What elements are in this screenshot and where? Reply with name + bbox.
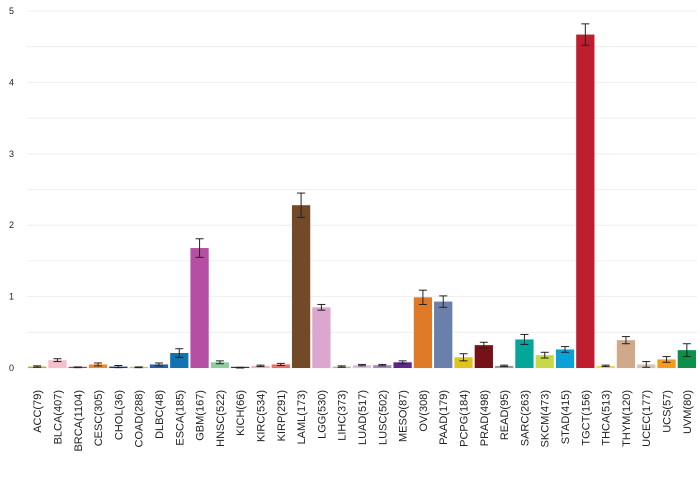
bar [352, 365, 372, 368]
x-tick-label: DLBC(48) [154, 390, 166, 439]
x-axis-ticks: ACC(79) BLCA(407) BRCA(1104) CESC(305) CHOL(… [32, 390, 694, 452]
y-tick-label: 4 [9, 77, 14, 87]
error-bar [53, 358, 62, 363]
x-tick-label: PAAD(179) [438, 390, 450, 445]
x-tick-label: CHOL(36) [113, 390, 125, 440]
bar [190, 248, 209, 368]
x-tick-label: BRCA(1104) [73, 390, 85, 452]
x-tick-label: UCEC(177) [641, 390, 653, 447]
bar [210, 362, 230, 368]
bar [271, 364, 290, 368]
x-tick-label: MESO(87) [398, 390, 410, 442]
x-tick-label: LGG(530) [316, 390, 328, 439]
error-bar [317, 303, 326, 311]
error-bar [479, 341, 488, 349]
bar [555, 349, 575, 368]
x-tick-label: HNSC(522) [215, 390, 227, 447]
bar [434, 301, 453, 368]
y-tick-label: 3 [9, 149, 14, 159]
error-bar [215, 360, 224, 365]
error-bar [398, 360, 407, 365]
x-tick-label: COAD(288) [134, 390, 146, 447]
bars [28, 34, 696, 368]
error-bars [33, 23, 691, 369]
error-bar [540, 351, 549, 359]
error-bar [154, 362, 163, 367]
error-bar [134, 366, 143, 369]
error-bar [195, 238, 204, 258]
bar [657, 359, 676, 368]
x-tick-label: THCA(513) [601, 390, 613, 446]
error-bar [459, 353, 468, 362]
error-bar [337, 365, 346, 368]
grid-lines [27, 10, 697, 369]
error-bar [500, 364, 509, 368]
y-tick-label: 1 [9, 292, 14, 302]
x-tick-label: ACC(79) [32, 390, 44, 433]
x-tick-label: KICH(66) [235, 390, 247, 436]
y-tick-label: 2 [9, 220, 14, 230]
error-bar [358, 363, 366, 367]
error-bar [418, 289, 427, 305]
x-tick-label: SARC(263) [519, 390, 531, 446]
error-bar [94, 362, 103, 367]
x-tick-label: UCS(57) [662, 390, 674, 433]
error-bar [520, 333, 529, 345]
bar [48, 360, 67, 368]
bar [393, 362, 412, 368]
bar [291, 205, 311, 368]
error-bar [662, 356, 671, 363]
bar [312, 307, 331, 368]
x-tick-label: CESC(305) [93, 390, 105, 446]
error-bar [621, 336, 630, 345]
error-bar [276, 362, 285, 367]
x-tick-label: LIHC(373) [337, 390, 349, 441]
x-tick-label: STAD(415) [560, 390, 572, 444]
x-tick-label: ESCA(185) [174, 390, 186, 446]
error-bar [439, 295, 448, 308]
y-tick-label: 0 [9, 363, 14, 373]
bar [616, 340, 636, 368]
x-tick-label: TGCT(156) [580, 390, 592, 446]
x-tick-label: LUAD(517) [357, 390, 369, 445]
x-tick-label: KIRP(291) [276, 390, 288, 441]
bar [515, 339, 534, 368]
error-bar [682, 343, 691, 358]
x-tick-label: KIRC(534) [255, 390, 267, 442]
error-bar [561, 346, 570, 353]
error-bar [256, 364, 265, 368]
error-bar [601, 364, 610, 368]
error-bar [297, 192, 306, 218]
y-axis-ticks: 0 1 2 3 4 5 [9, 6, 14, 373]
x-tick-label: LAML(173) [296, 390, 308, 444]
x-tick-label: LUSC(502) [377, 390, 389, 445]
bar [677, 350, 696, 368]
x-tick-label: THYM(120) [621, 390, 633, 447]
x-tick-label: BLCA(407) [52, 390, 64, 444]
error-bar [378, 363, 387, 367]
y-tick-label: 5 [9, 6, 14, 16]
error-bar [581, 23, 590, 46]
x-tick-label: READ(95) [499, 390, 511, 440]
error-bar [114, 365, 123, 369]
x-tick-label: OV(308) [418, 390, 430, 432]
x-tick-label: GBM(167) [195, 390, 207, 441]
bar [373, 365, 392, 368]
error-bar [642, 361, 651, 368]
x-tick-label: UVM(80) [682, 390, 694, 434]
x-tick-label: PCPG(184) [459, 390, 471, 447]
bar [576, 34, 595, 368]
x-tick-label: PRAD(498) [479, 390, 491, 446]
x-tick-label: SKCM(473) [540, 390, 552, 447]
bar [535, 355, 554, 368]
bar [413, 297, 433, 368]
error-bar [236, 366, 245, 369]
error-bar [33, 365, 42, 368]
error-bar [175, 348, 184, 358]
error-bar [73, 366, 82, 369]
bar [474, 345, 493, 368]
bar [170, 353, 189, 368]
bar [454, 357, 473, 368]
